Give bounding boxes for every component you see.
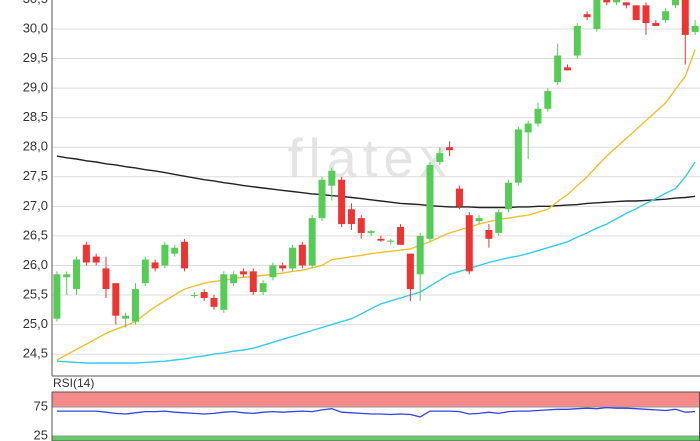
candle-body xyxy=(53,274,61,319)
candle-body xyxy=(367,231,375,233)
candle-body xyxy=(181,241,189,269)
candle-body xyxy=(505,182,513,210)
candle-body xyxy=(436,153,444,162)
candle-body xyxy=(613,0,621,3)
y-tick-label: 25,5 xyxy=(23,286,48,301)
candle-body xyxy=(92,256,100,263)
candle-body xyxy=(563,67,571,71)
candle-body xyxy=(524,123,532,133)
candle-body xyxy=(455,188,463,207)
candle-body xyxy=(63,274,71,278)
y-tick-label: 29,0 xyxy=(23,80,48,95)
y-tick-label: 26,0 xyxy=(23,257,48,272)
candle-body xyxy=(239,271,247,275)
candle-body xyxy=(495,212,503,233)
candle-body xyxy=(190,295,198,297)
y-tick-label: 25 xyxy=(34,427,48,441)
moving-average xyxy=(56,49,696,361)
candle-body xyxy=(671,0,679,6)
rsi-plot xyxy=(52,392,700,441)
candle-body xyxy=(681,0,689,35)
candle-body xyxy=(249,271,257,293)
candle-body xyxy=(151,262,159,269)
y-tick-label: 28,5 xyxy=(23,109,48,124)
candle-body xyxy=(475,218,483,222)
rsi-line xyxy=(56,406,696,418)
candle-body xyxy=(397,227,405,245)
moving-average xyxy=(56,161,696,364)
y-tick-label: 25,0 xyxy=(23,316,48,331)
y-tick-label: 75 xyxy=(34,398,48,413)
candle-body xyxy=(161,244,169,266)
candle-body xyxy=(416,235,424,275)
candle-body xyxy=(691,26,699,32)
candle-body xyxy=(514,129,522,183)
candle-body xyxy=(534,108,542,124)
candle-body xyxy=(573,26,581,56)
candle-body xyxy=(318,179,326,219)
candle-body xyxy=(259,283,267,293)
y-tick-label: 24,5 xyxy=(23,346,48,361)
candle-body xyxy=(230,274,238,284)
candle-body xyxy=(406,253,414,290)
candle-body xyxy=(131,289,139,322)
candle-body xyxy=(583,14,591,18)
candle-body xyxy=(220,274,228,310)
y-tick-label: 28,0 xyxy=(23,139,48,154)
candle-body xyxy=(554,55,562,83)
rsi-band xyxy=(52,436,700,441)
candle-body xyxy=(269,265,277,278)
y-tick-label: 30,0 xyxy=(23,20,48,35)
candle-body xyxy=(593,0,601,29)
candle-body xyxy=(544,91,552,109)
candle-body xyxy=(279,265,287,269)
candle-body xyxy=(141,259,149,284)
candle-body xyxy=(652,23,660,27)
candle-body xyxy=(485,229,493,239)
price-plot xyxy=(52,0,700,364)
candle-body xyxy=(102,268,110,290)
candle-body xyxy=(338,179,346,225)
candle-body xyxy=(298,244,306,266)
candle-body xyxy=(603,0,611,3)
y-tick-label: 30,5 xyxy=(23,0,48,6)
candle-body xyxy=(426,164,434,239)
y-tick-label: 29,5 xyxy=(23,50,48,65)
watermark: flatex xyxy=(287,128,452,188)
candle-body xyxy=(289,247,297,269)
candle-body xyxy=(308,218,316,266)
candle-body xyxy=(171,247,179,254)
rsi-title: RSI(14) xyxy=(53,376,94,390)
candle-body xyxy=(662,11,670,21)
candle-body xyxy=(200,292,208,298)
candle-body xyxy=(632,5,640,21)
candle-body xyxy=(465,215,473,272)
candle-body xyxy=(122,315,130,319)
candle-body xyxy=(82,244,90,263)
candle-body xyxy=(446,147,454,151)
candle-body xyxy=(642,5,650,24)
rsi-band xyxy=(52,392,700,407)
y-tick-label: 26,5 xyxy=(23,227,48,242)
candle-body xyxy=(328,170,336,186)
candle-body xyxy=(210,297,218,307)
candle-body xyxy=(377,238,385,241)
candle-body xyxy=(387,240,395,242)
candle-body xyxy=(622,2,630,6)
y-tick-label: 27,0 xyxy=(23,198,48,213)
candle-body xyxy=(73,259,81,290)
candle-body xyxy=(347,209,355,225)
candle-body xyxy=(112,283,120,316)
candle-body xyxy=(357,218,365,233)
y-tick-label: 27,5 xyxy=(23,168,48,183)
moving-average xyxy=(56,155,696,209)
